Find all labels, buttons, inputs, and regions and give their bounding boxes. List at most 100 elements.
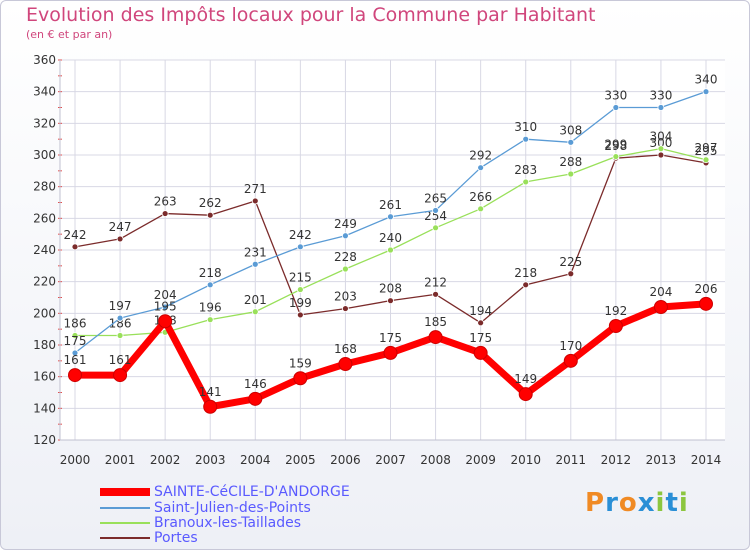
data-point [68,368,82,383]
x-axis: 2000 2001 2002 2003 2004 2005 2006 2007 2008 2009… [60,439,725,467]
legend-item-1: Saint-Julien-des-Points [100,500,311,516]
y-tick-label: 140 [33,401,56,415]
data-label: 271 [244,182,267,196]
y-tick-label: 240 [33,243,56,257]
data-point [612,104,620,111]
data-label: 204 [649,285,672,299]
legend-label: Portes [154,530,198,546]
x-tick-label: 2004 [240,453,271,467]
data-point [657,104,665,111]
data-point [383,345,398,360]
data-point [161,303,169,311]
data-point [518,387,533,402]
x-tick-label: 2001 [105,453,136,467]
y-tick-label: 360 [33,53,56,67]
data-point [653,300,668,314]
data-label: 242 [289,228,312,242]
data-point [71,349,79,357]
data-point [158,314,173,329]
data-label: 262 [199,196,222,210]
data-point [338,357,353,371]
data-label: 196 [199,301,222,315]
data-label: 212 [424,275,447,289]
data-label: 195 [154,299,177,313]
data-label: 168 [334,342,357,356]
x-tick-label: 2002 [150,453,181,467]
data-point [71,332,79,339]
logo-letter: x [637,488,656,518]
data-label: 194 [469,304,492,318]
x-tick-label: 2010 [510,453,541,467]
logo-letter: r [605,488,619,518]
legend-label: Branoux-les-Taillades [154,515,302,531]
data-label: 206 [695,282,718,296]
data-label: 215 [289,271,312,285]
data-point [567,170,575,178]
x-tick-label: 2005 [285,453,316,467]
data-label: 330 [604,89,627,103]
data-label: 146 [244,377,267,391]
data-label: 297 [695,141,718,155]
legend-swatch [100,537,150,539]
data-label: 265 [424,191,447,205]
x-tick-label: 2011 [556,453,587,467]
data-label: 204 [154,288,177,302]
data-label: 261 [379,198,402,212]
chart-title: Evolution des Impôts locaux pour la Comm… [26,4,596,26]
x-tick-label: 2008 [420,453,451,467]
data-point [251,197,259,205]
logo-letter: i [655,488,666,518]
data-point [702,88,710,96]
data-label: 295 [695,144,718,158]
data-point [387,297,394,305]
data-point [657,151,665,159]
data-label: 254 [424,209,447,223]
data-label: 298 [604,139,627,153]
data-point [293,371,308,386]
data-label: 170 [559,339,582,353]
series-2: 1861861881962012152282402542662832882993… [64,130,718,339]
data-label: 208 [379,282,402,296]
series-0: 161 161 195 141 146 159 168 175 185 175 149 170 192 2… [64,282,718,414]
data-label: 175 [64,334,87,348]
data-label: 185 [424,315,447,329]
legend-swatch [100,522,150,524]
data-label: 231 [244,245,267,259]
data-point [161,210,169,217]
data-point [387,246,394,254]
y-tick-label: 320 [33,116,56,130]
data-point [428,330,443,345]
y-tick-label: 260 [33,211,56,225]
data-point [387,213,394,221]
series-group: 242 247 263 262 271 199 203 208 212 194 218 225 298 3… [64,73,718,414]
x-tick-label: 2014 [691,453,722,467]
data-label: 218 [199,266,222,280]
y-tick-label: 120 [33,433,56,447]
data-point [522,178,530,186]
x-tick-label: 2013 [646,453,677,467]
data-label: 203 [334,290,357,304]
data-label: 308 [559,123,582,137]
data-label: 141 [199,385,222,399]
data-point [206,316,214,324]
data-label: 186 [64,317,87,331]
data-point [113,368,128,383]
data-point [432,224,439,232]
data-point [296,286,304,293]
data-point [522,281,530,289]
data-label: 161 [109,353,132,367]
data-label: 149 [514,372,537,386]
y-tick-label: 280 [33,180,56,194]
legend-item-0: SAINTE-CéCILE-D'ANDORGE [100,484,350,500]
legend-item-2: Branoux-les-Taillades [100,515,301,531]
x-tick-label: 2012 [601,453,632,467]
data-point [342,305,349,312]
data-label: 218 [514,266,537,280]
data-point [702,156,710,164]
legend-label: Saint-Julien-des-Points [154,500,311,516]
data-label: 159 [289,356,312,370]
data-point [296,243,304,251]
data-label: 247 [109,220,132,234]
logo-letter: o [618,488,638,518]
y-tick-label: 160 [33,370,56,384]
